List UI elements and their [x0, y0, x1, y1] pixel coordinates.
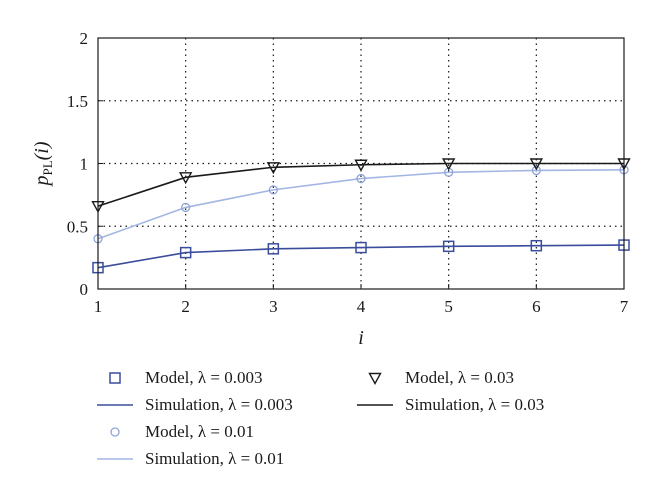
legend-label-3: Simulation, λ = 0.01 [145, 449, 284, 468]
legend-label-1: Simulation, λ = 0.003 [145, 395, 293, 414]
y-tick-label-1.5: 1.5 [67, 92, 88, 111]
series-4-point-3 [354, 159, 368, 172]
series-2-point-2 [268, 185, 278, 195]
legend-symbol-4 [368, 372, 382, 385]
y-axis-label-main: p [31, 176, 53, 188]
x-tick-label-3: 3 [269, 297, 278, 316]
y-tick-label-0.5: 0.5 [67, 217, 88, 236]
legend-symbol-2 [110, 427, 120, 437]
y-tick-label-2: 2 [80, 29, 89, 48]
x-axis-label: i [358, 327, 364, 349]
x-tick-label-6: 6 [532, 297, 541, 316]
series-0-point-5 [530, 239, 543, 252]
x-tick-label-4: 4 [357, 297, 366, 316]
y-tick-label-0: 0 [80, 280, 89, 299]
y-axis-label-sub: PL [40, 160, 55, 175]
series-0-point-4 [442, 240, 455, 253]
x-tick-label-7: 7 [620, 297, 629, 316]
series-4-point-4 [441, 158, 456, 171]
x-tick-label-5: 5 [444, 297, 453, 316]
series-2-point-1 [181, 202, 191, 213]
series-4-point-5 [529, 158, 544, 171]
series-2-point-5 [531, 165, 541, 176]
legend-label-2: Model, λ = 0.01 [145, 422, 254, 441]
series-line-1 [97, 244, 625, 269]
y-tick-label-1: 1 [80, 155, 89, 174]
legend-label-0: Model, λ = 0.003 [145, 368, 262, 387]
x-tick-label-1: 1 [94, 297, 103, 316]
series-4-point-1 [178, 172, 193, 185]
series-4-point-2 [266, 162, 281, 175]
legend: Model, λ = 0.003 Simulation, λ = 0.003 Mod… [97, 368, 544, 468]
x-tick-labels: 1 2 3 4 5 6 7 [94, 284, 629, 316]
legend-label-5: Simulation, λ = 0.03 [405, 395, 544, 414]
y-axis-label: pPL(i) [31, 141, 55, 187]
y-axis-label-arg: (i) [31, 141, 53, 160]
series-line-5 [97, 162, 624, 207]
legend-label-4: Model, λ = 0.03 [405, 368, 514, 387]
series-0-point-1 [179, 246, 192, 259]
y-tick-labels: 0 0.5 1 1.5 2 [67, 29, 103, 299]
series-2-point-3 [356, 173, 366, 184]
series-0-point-2 [267, 243, 280, 255]
series-0-point-3 [355, 241, 367, 254]
legend-symbol-0 [109, 372, 121, 384]
x-tick-label-2: 2 [181, 297, 190, 316]
